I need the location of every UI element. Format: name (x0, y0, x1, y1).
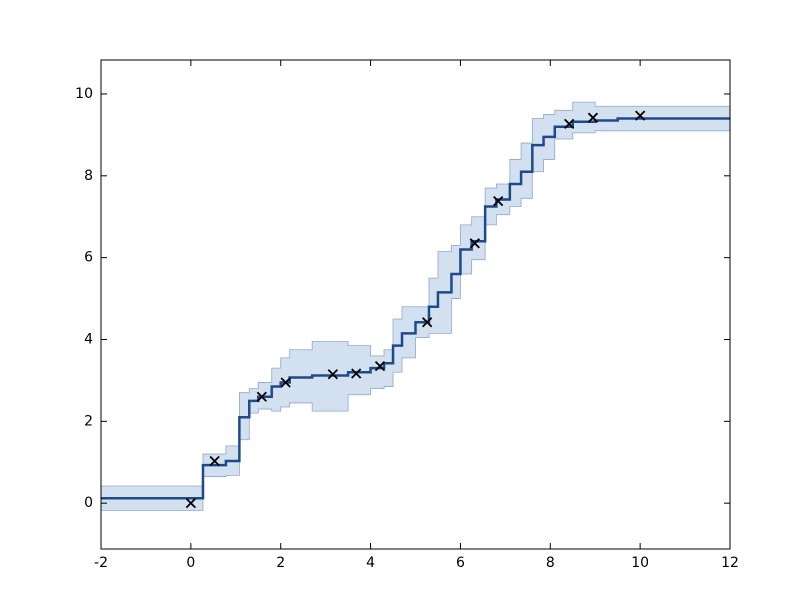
y-tick-label: 8 (84, 168, 93, 184)
y-tick-label: 0 (84, 495, 93, 511)
x-tick-label: 6 (456, 555, 465, 571)
step-line (101, 117, 730, 500)
data-point (587, 112, 599, 123)
x-tick-label: 12 (721, 555, 739, 571)
data-point (351, 368, 362, 379)
y-tick-label: 10 (75, 86, 93, 102)
data-point (564, 118, 575, 129)
data-point (280, 377, 291, 388)
x-tick-label: 10 (631, 555, 649, 571)
y-tick-label: 4 (84, 331, 93, 347)
x-tick-label: 8 (546, 555, 555, 571)
data-point (422, 317, 433, 328)
data-point (493, 196, 504, 207)
x-tick-label: 4 (366, 555, 375, 571)
data-point (209, 455, 220, 467)
data-point (469, 238, 480, 249)
x-tick-label: -2 (94, 555, 108, 571)
y-tick-label: 6 (84, 250, 93, 266)
plot-frame (100, 59, 731, 550)
x-tick-label: 0 (186, 555, 195, 571)
data-point (327, 369, 338, 380)
data-point (185, 498, 196, 509)
data-point (374, 360, 386, 372)
x-tick-label: 2 (276, 555, 285, 571)
y-tick-label: 2 (84, 413, 93, 429)
data-point (635, 110, 646, 121)
data-point (256, 391, 267, 402)
